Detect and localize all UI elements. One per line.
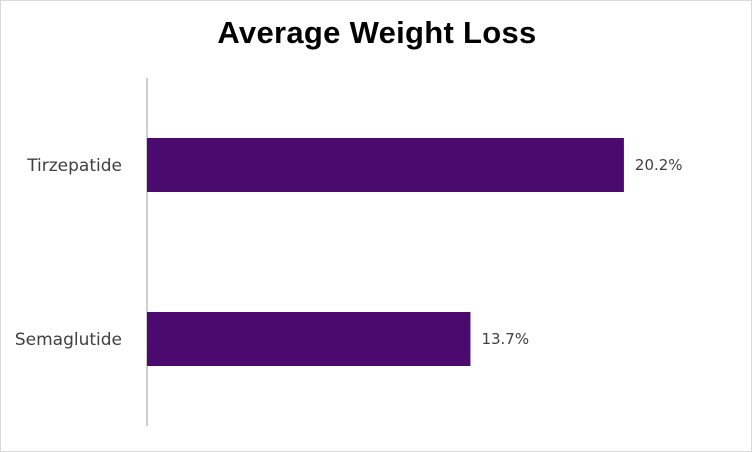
bars-layer: Tirzepatide 20.2% Semaglutide 13.7% (15, 138, 683, 366)
data-label: 20.2% (635, 156, 683, 174)
bar-tirzepatide (147, 138, 624, 192)
data-label: 13.7% (481, 330, 529, 348)
category-label: Semaglutide (15, 330, 122, 350)
category-label: Tirzepatide (26, 156, 122, 176)
bar-semaglutide (147, 312, 471, 366)
chart-title: Average Weight Loss (217, 15, 537, 50)
